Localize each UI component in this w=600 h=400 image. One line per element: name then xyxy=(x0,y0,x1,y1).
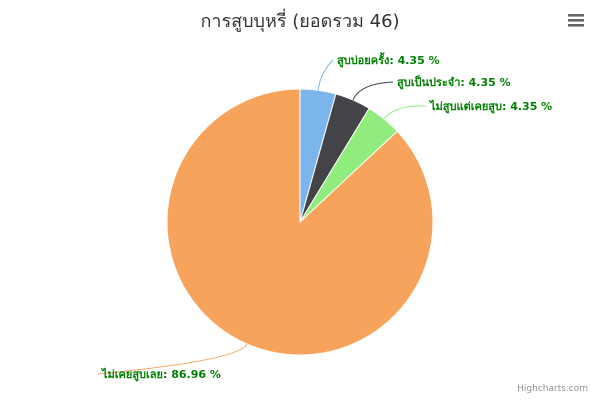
label-connector xyxy=(317,59,334,91)
credits-link[interactable]: Highcharts.com xyxy=(517,384,588,394)
pie-slices xyxy=(166,88,434,356)
data-label: ไม่เคยสูบเลย: 86.96 % xyxy=(100,367,221,382)
data-label: สูบบ่อยครั้ง: 4.35 % xyxy=(337,52,440,68)
label-connector xyxy=(383,105,427,120)
data-labels: สูบบ่อยครั้ง: 4.35 % สูบเป็นประจำ: 4.35 %… xyxy=(100,52,552,382)
hamburger-menu-icon[interactable] xyxy=(564,8,588,32)
data-label: สูบเป็นประจำ: 4.35 % xyxy=(397,75,511,90)
label-connectors xyxy=(97,59,427,375)
label-connector xyxy=(352,81,394,101)
data-label: ไม่สูบแต่เคยสูบ: 4.35 % xyxy=(428,99,552,114)
label-connector xyxy=(97,343,248,375)
pie-slice[interactable] xyxy=(166,88,434,356)
chart-title: การสูบบุหรี่ (ยอดรวม 46) xyxy=(200,11,400,32)
